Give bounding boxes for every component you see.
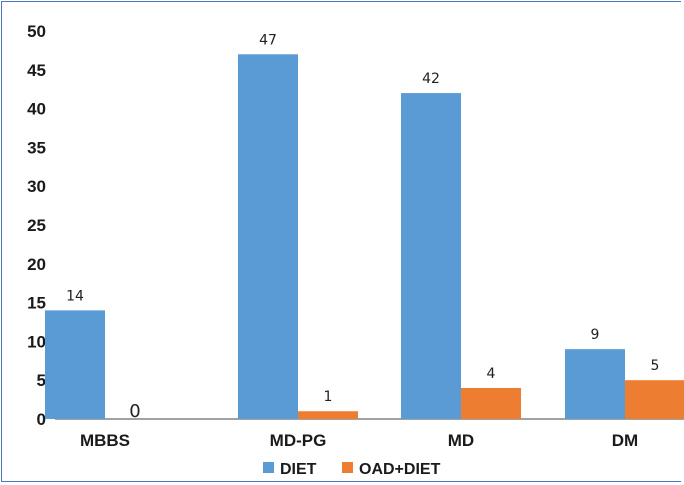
x-tick-label: DM bbox=[612, 431, 638, 450]
bar-oad-diet-md bbox=[461, 387, 521, 419]
data-label: 5 bbox=[651, 358, 660, 374]
bar-oad-diet-dm bbox=[625, 380, 684, 419]
bar-diet-md-pg bbox=[238, 54, 298, 419]
y-tick-labels: 0 5 10 15 20 25 30 35 40 45 50 bbox=[27, 22, 46, 429]
y-tick-label: 0 bbox=[37, 410, 46, 429]
x-tick-label: MD bbox=[448, 431, 474, 450]
data-label: 9 bbox=[591, 327, 600, 343]
data-label: 42 bbox=[422, 71, 440, 87]
legend-label: DIET bbox=[280, 461, 317, 478]
x-tick-labels: MBBS MD-PG MD DM bbox=[80, 431, 638, 450]
legend-swatch bbox=[263, 462, 274, 473]
bar-diet-dm bbox=[565, 349, 625, 419]
data-label: 4 bbox=[487, 366, 496, 382]
x-tick-label: MD-PG bbox=[270, 431, 327, 450]
y-tick-label: 20 bbox=[27, 255, 46, 274]
data-labels: 14 0 47 1 42 4 9 5 bbox=[66, 32, 659, 422]
y-tick-label: 45 bbox=[27, 61, 46, 80]
y-tick-label: 15 bbox=[27, 294, 46, 313]
y-tick-label: 5 bbox=[37, 371, 46, 390]
data-label: 0 bbox=[129, 401, 140, 422]
bar-diet-mbbs bbox=[45, 310, 105, 419]
y-tick-label: 30 bbox=[27, 177, 46, 196]
bars bbox=[45, 54, 684, 419]
legend-swatch bbox=[342, 462, 353, 473]
legend-label: OAD+DIET bbox=[359, 461, 441, 478]
y-tick-label: 35 bbox=[27, 138, 46, 157]
data-label: 1 bbox=[324, 389, 333, 405]
x-tick-label: MBBS bbox=[80, 431, 130, 450]
y-tick-label: 25 bbox=[27, 216, 46, 235]
legend: DIET OAD+DIET bbox=[263, 461, 441, 478]
data-label: 47 bbox=[259, 32, 277, 48]
y-tick-label: 10 bbox=[27, 332, 46, 351]
y-tick-label: 40 bbox=[27, 100, 46, 119]
bar-oad-diet-md-pg bbox=[298, 411, 358, 419]
data-label: 14 bbox=[66, 288, 84, 304]
y-tick-label: 50 bbox=[27, 22, 46, 41]
bar-diet-md bbox=[401, 93, 461, 419]
